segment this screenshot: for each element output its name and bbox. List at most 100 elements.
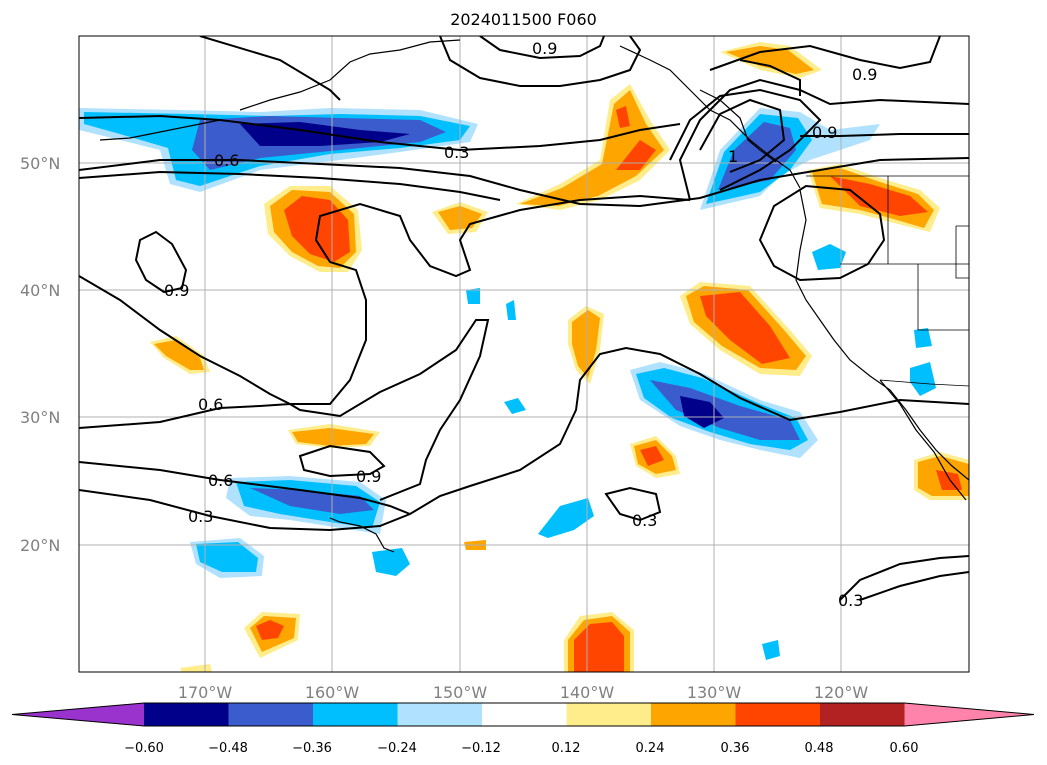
contour-label: 0.9 bbox=[852, 65, 877, 84]
lon-label: 160°W bbox=[305, 683, 360, 702]
contour-0.6-south bbox=[79, 461, 411, 515]
contour-ne-1 bbox=[709, 36, 941, 71]
border-us-mexico bbox=[879, 379, 969, 387]
colorbar-segments bbox=[11, 702, 1035, 727]
coast-aleutian bbox=[99, 119, 221, 141]
blob-pos-sub-inner bbox=[640, 446, 664, 466]
contour-0.3-north bbox=[79, 114, 681, 152]
positive-anomalies bbox=[150, 42, 969, 672]
blob-neg-sw-small-1-mid bbox=[196, 542, 258, 572]
blob-pos-central-inner bbox=[700, 292, 790, 364]
contour-label: 0.3 bbox=[444, 143, 469, 162]
blob-neg-small-4 bbox=[812, 244, 846, 270]
blob-neg-small-8 bbox=[466, 288, 480, 304]
contour-gulf-loop bbox=[290, 194, 691, 405]
colorbar-segment bbox=[397, 703, 482, 726]
contour-0.3-se-3 bbox=[859, 571, 969, 601]
contour-label: 0.6 bbox=[214, 151, 239, 170]
border-state-4 bbox=[955, 225, 969, 279]
colorbar-extend-high bbox=[904, 703, 1034, 726]
blob-neg-small-2 bbox=[372, 548, 410, 576]
contour-labels: 0.9 0.9 0.9 0.3 0.6 0.9 0.6 0.9 0.6 0.3 … bbox=[164, 39, 877, 610]
colorbar-outline bbox=[11, 702, 1035, 727]
map-content: 0.9 0.9 0.9 0.3 0.6 0.9 0.6 0.9 0.6 0.3 … bbox=[79, 36, 969, 672]
contour-label: 0.9 bbox=[812, 123, 837, 142]
coast-hawaii bbox=[329, 517, 395, 553]
blob-pos-wa-inner bbox=[830, 176, 928, 216]
lat-label: 20°N bbox=[20, 536, 60, 555]
colorbar-segment bbox=[482, 703, 567, 726]
lon-label: 130°W bbox=[687, 683, 742, 702]
contour-0.9-top-2 bbox=[479, 36, 605, 60]
colorbar-tick: 0.12 bbox=[552, 741, 581, 756]
colorbar-segment bbox=[313, 703, 398, 726]
colorbar-tick: −0.36 bbox=[292, 741, 332, 756]
contour-label: 0.6 bbox=[198, 395, 223, 414]
contour-0.6-mid bbox=[79, 319, 490, 501]
blob-neg-small-3 bbox=[538, 498, 594, 538]
blob-pos-hi-north-mid bbox=[292, 428, 374, 446]
contour-ne-2 bbox=[739, 59, 801, 96]
contour-label: 0.3 bbox=[632, 511, 657, 530]
blob-neg-small-7 bbox=[504, 398, 526, 414]
blob-pos-mid-small-2 bbox=[572, 310, 600, 378]
coast-alaska-peninsula bbox=[239, 39, 461, 111]
lat-label: 40°N bbox=[20, 281, 60, 300]
blob-pos-tiny-2 bbox=[180, 664, 212, 672]
contour-label: 0.9 bbox=[356, 467, 381, 486]
blob-neg-subtropic-core bbox=[680, 396, 724, 428]
colorbar-tick: −0.48 bbox=[208, 741, 248, 756]
colorbar-ticks: −0.60 −0.48 −0.36 −0.24 −0.12 0.12 0.24 … bbox=[124, 741, 918, 756]
blob-pos-north-mid bbox=[726, 46, 814, 74]
contours bbox=[79, 36, 969, 601]
lon-label: 150°W bbox=[433, 683, 488, 702]
contour-0.3-se bbox=[604, 486, 662, 522]
blob-neg-subtropic-inner bbox=[650, 380, 800, 440]
contour-0.9-hawaii bbox=[298, 444, 386, 478]
contour-coast-loop-3 bbox=[699, 98, 786, 173]
contour-0.3-top bbox=[199, 36, 341, 101]
colorbar-segment bbox=[820, 703, 905, 726]
colorbar-segment bbox=[228, 703, 313, 726]
contour-0.9-top bbox=[439, 36, 642, 87]
lon-label: 170°W bbox=[178, 683, 233, 702]
contour-0.9-ring-e bbox=[758, 184, 886, 282]
coast-west-us bbox=[795, 189, 969, 481]
gridlines bbox=[79, 36, 969, 672]
border-state-2 bbox=[917, 264, 969, 331]
contour-label: 1 bbox=[728, 147, 738, 166]
contour-0.3-se-2 bbox=[839, 555, 969, 601]
contour-label: 0.9 bbox=[164, 281, 189, 300]
colorbar: −0.60 −0.48 −0.36 −0.24 −0.12 0.12 0.24 … bbox=[11, 702, 1035, 756]
contour-coast-loop bbox=[678, 78, 969, 201]
contour-mid-e bbox=[800, 133, 969, 137]
contour-0.6-north bbox=[79, 157, 969, 208]
colorbar-tick: −0.12 bbox=[461, 741, 501, 756]
contour-label: 0.9 bbox=[532, 39, 557, 58]
blob-pos-sw-inner bbox=[256, 620, 284, 640]
colorbar-segment bbox=[651, 703, 736, 726]
colorbar-tick: −0.24 bbox=[377, 741, 417, 756]
colorbar-segment bbox=[144, 703, 229, 726]
colorbar-segment bbox=[566, 703, 651, 726]
colorbar-tick: 0.60 bbox=[890, 741, 919, 756]
colorbar-tick: −0.60 bbox=[124, 741, 164, 756]
contour-label: 0.6 bbox=[208, 471, 233, 490]
blob-neg-coast-inner bbox=[718, 122, 796, 190]
contour-label: 0.3 bbox=[188, 507, 213, 526]
colorbar-segment bbox=[735, 703, 820, 726]
blob-neg-hawaii-west-inner bbox=[250, 488, 374, 514]
blob-neg-small-9 bbox=[506, 300, 516, 320]
blob-pos-west-mid bbox=[154, 340, 204, 370]
map-title: 2024011500 F060 bbox=[450, 10, 597, 29]
lon-label: 140°W bbox=[560, 683, 615, 702]
contour-west-loop bbox=[79, 275, 291, 405]
contour-0.6-south-north bbox=[79, 170, 501, 201]
longitude-labels: 170°W 160°W 150°W 140°W 130°W 120°W bbox=[178, 683, 869, 702]
contour-label: 0.3 bbox=[838, 591, 863, 610]
colorbar-extend-low bbox=[12, 703, 144, 726]
contour-0.3-south bbox=[79, 346, 969, 532]
map-border bbox=[78, 35, 970, 673]
colorbar-tick: 0.36 bbox=[721, 741, 750, 756]
blob-neg-small-5 bbox=[910, 362, 936, 396]
